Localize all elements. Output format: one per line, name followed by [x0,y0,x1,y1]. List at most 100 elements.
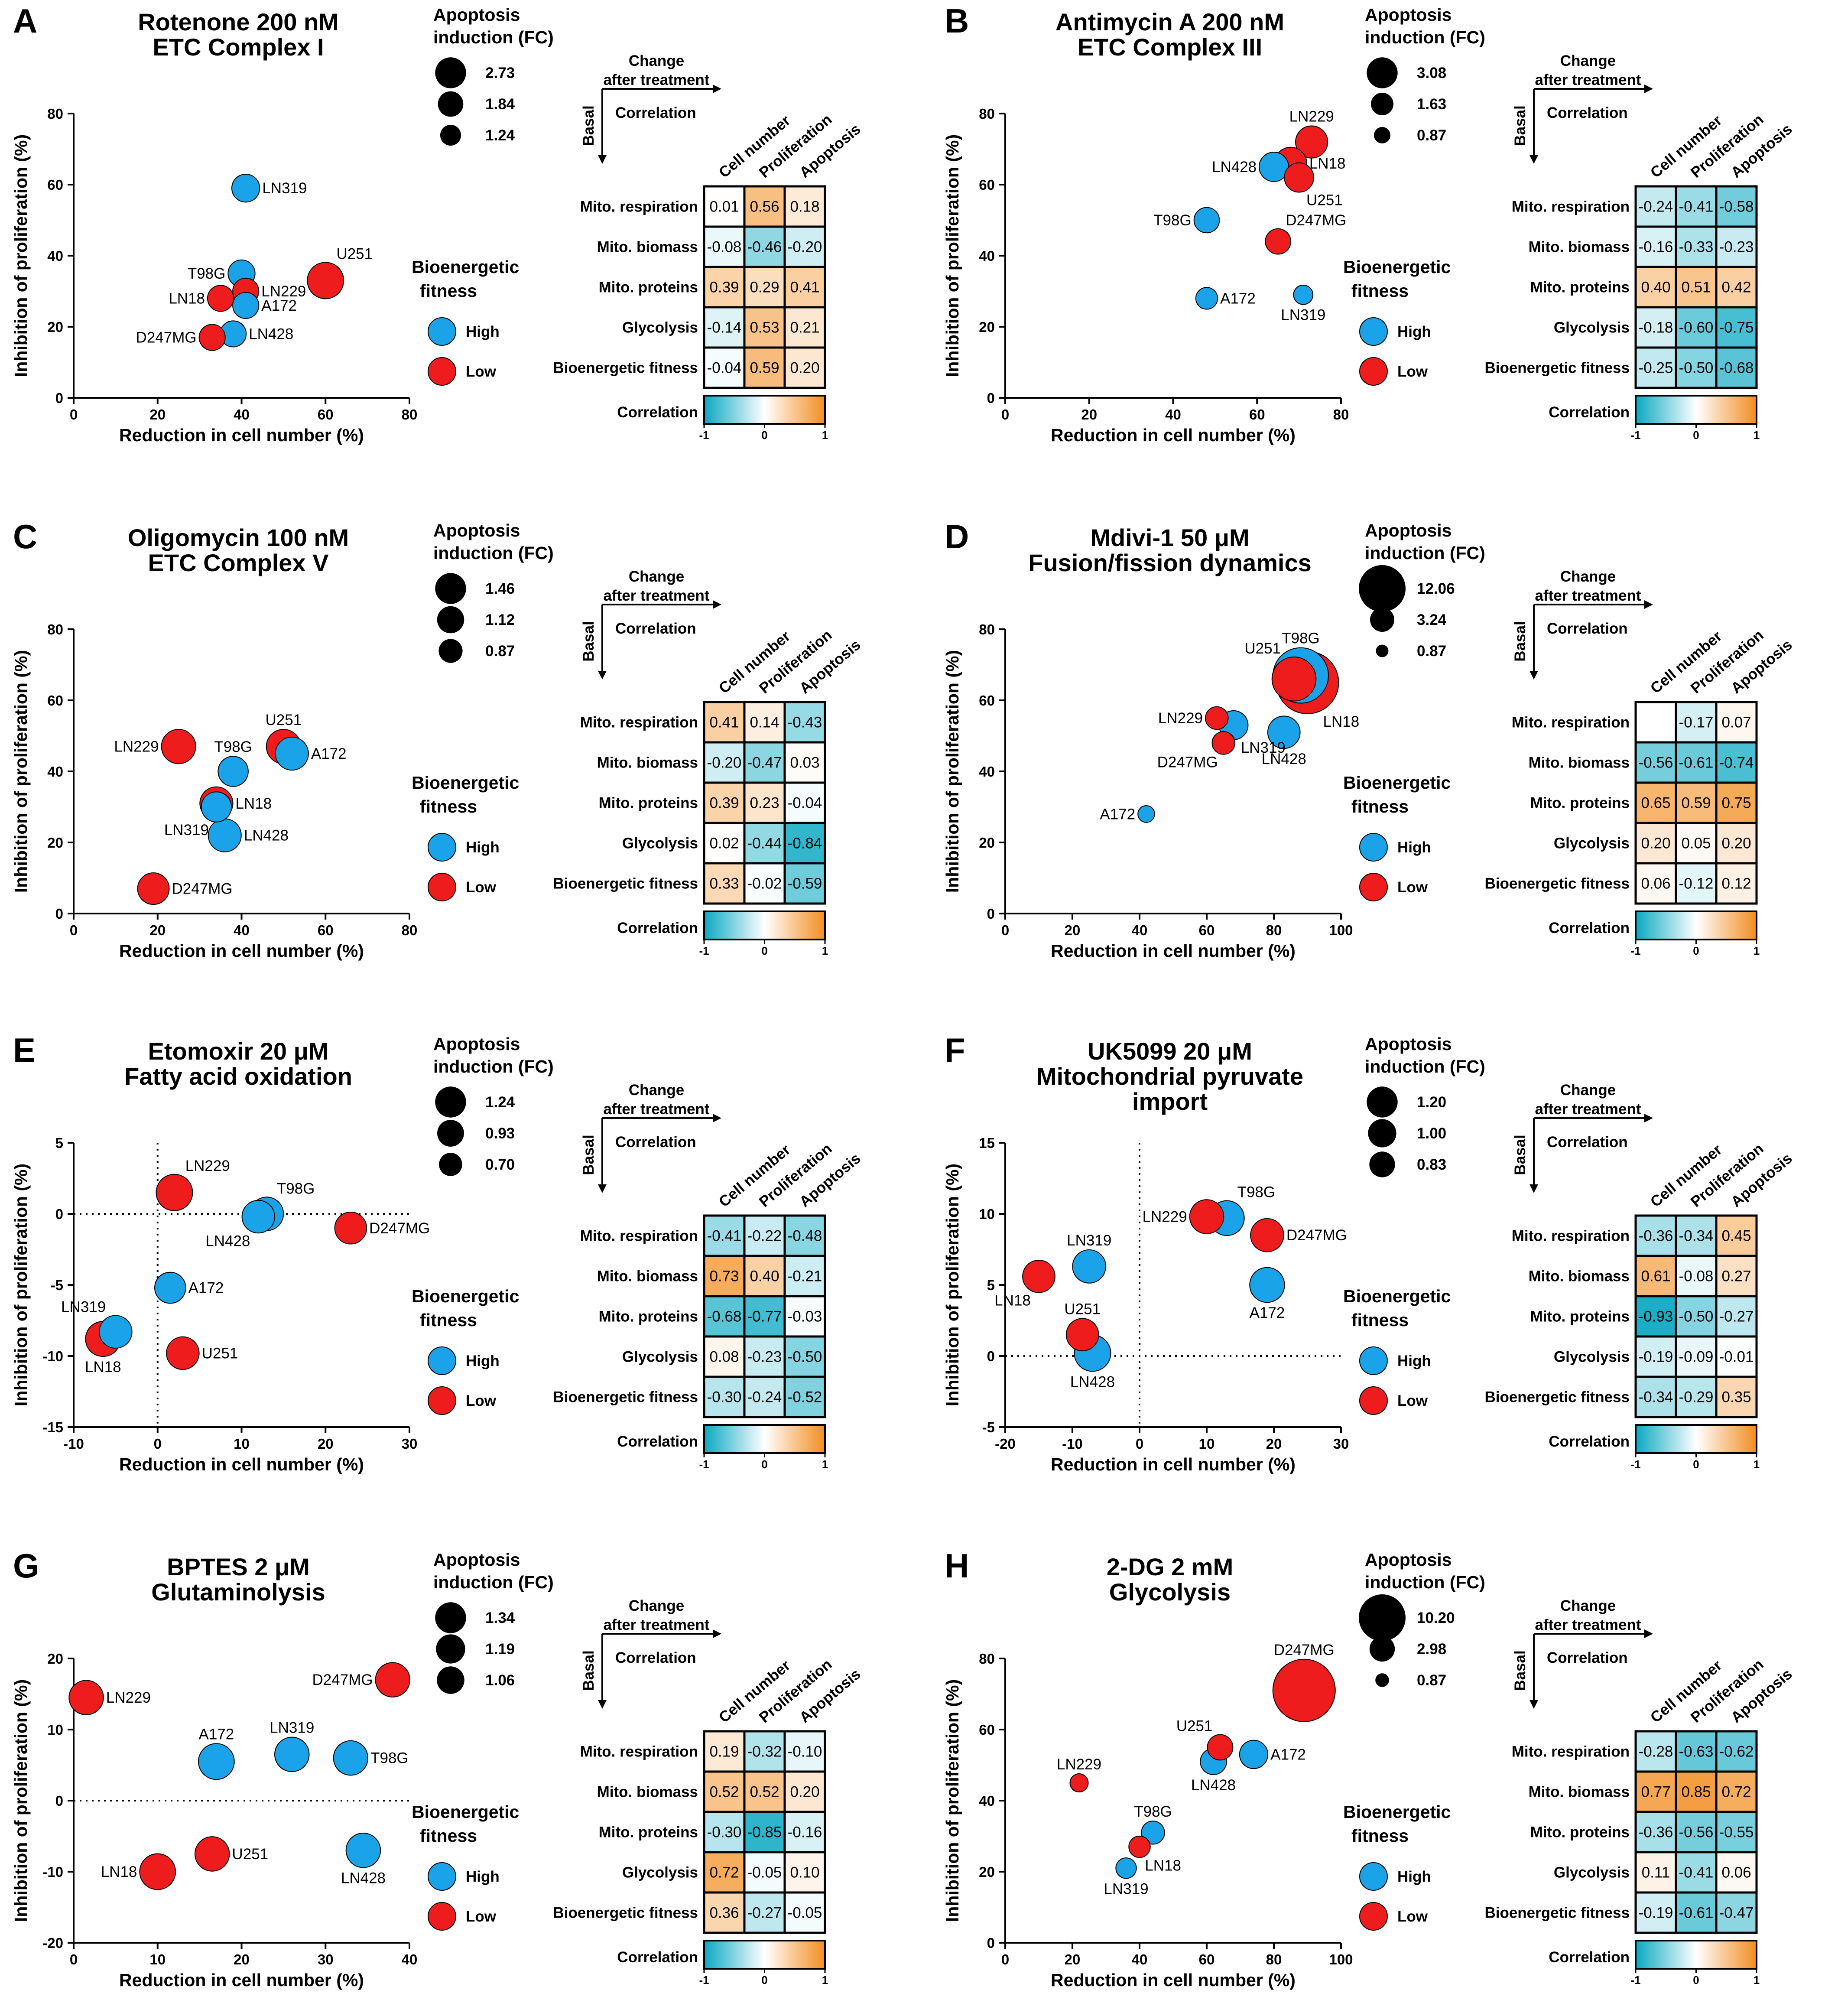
data-point-label: T98G [1237,1184,1276,1201]
data-point [231,174,260,203]
data-point-label: LN319 [1281,307,1325,324]
y-tick-label: 20 [979,835,995,851]
data-point-label: LN428 [1262,751,1306,767]
heatmap-row-label: Glycolysis [622,1349,698,1366]
data-point [1195,287,1218,310]
heatmap-cell-value: -0.02 [747,875,782,892]
heatmap-cell-value: 0.85 [1681,1784,1711,1801]
heatmap-cell-value: -0.75 [1719,319,1754,336]
heatmap-cell-value: -0.32 [747,1743,782,1760]
size-legend-marker [438,639,463,663]
data-point-label: LN18 [169,290,205,307]
fitness-legend-title: Bioenergetic [412,1286,519,1306]
data-point-label: T98G [1282,630,1320,647]
fitness-legend-low-label: Low [466,1908,497,1925]
data-point-label: LN18 [994,1292,1031,1309]
x-axis-title: Reduction in cell number (%) [1051,1454,1296,1474]
heatmap-cell-value: 0.23 [750,795,779,812]
panel-letter: C [13,517,37,556]
heatmap-cell [1634,1214,1677,1257]
heatmap-cell [783,225,826,268]
data-point-label: LN428 [1212,159,1257,176]
y-tick-label: -5 [51,1277,63,1293]
heatmap-cell-value: 0.01 [709,198,739,215]
panel-letter: F [945,1031,965,1069]
heatmap-cell-value: 0.40 [750,1268,779,1285]
data-point-label: T98G [277,1180,315,1197]
fitness-legend-low-marker [428,1902,456,1931]
data-point [232,292,260,319]
colorbar-tick-label: -1 [699,944,709,957]
heatmap-row-label: Mito. respiration [580,714,698,731]
size-legend-marker [1367,57,1398,88]
heatmap-cell-value: -0.61 [1679,1905,1714,1922]
fitness-legend-low-label: Low [1397,879,1428,896]
heatmap-cell-value: 0.35 [1721,1389,1751,1406]
heatmap-cell [783,1295,826,1338]
data-point [1293,284,1314,305]
size-legend-value: 2.98 [1417,1641,1446,1658]
size-legend-value: 0.83 [1417,1156,1446,1173]
arrow-head [598,1184,607,1193]
size-legend-title: Apoptosis [1365,520,1452,540]
heatmap-cell [1675,1295,1718,1338]
x-tick-label: 0 [1001,406,1009,423]
heatmap-cell [1675,781,1718,824]
data-point [137,872,170,905]
panel-letter: A [13,2,37,40]
data-point-label: LN428 [1070,1373,1115,1390]
data-point [1295,125,1328,159]
y-tick-label: 10 [979,1206,995,1222]
fitness-legend-high-marker [1359,1346,1388,1375]
heatmap-cell [1715,266,1758,309]
size-legend-marker [436,1634,465,1664]
heatmap-cell [743,225,786,268]
heatmap-cell-value: 0.05 [1681,835,1711,852]
arrow-head [1644,1629,1653,1638]
fitness-legend-title: Bioenergetic [412,773,519,793]
data-point-label: LN229 [1143,1209,1187,1226]
heatmap-cell-value: -0.63 [1679,1743,1714,1760]
x-tick-label: 80 [402,922,418,938]
heatmap-row-label: Mito. respiration [580,1743,698,1760]
data-point-label: T98G [214,738,252,755]
heatmap-cell-value: -0.14 [707,319,742,336]
panel-title: Fusion/fission dynamics [1028,549,1311,576]
heatmap-cell-value: -0.84 [788,835,822,852]
arrow-mid-label: Correlation [1547,620,1628,637]
x-tick-label: 100 [1329,1951,1353,1967]
heatmap-cell [1715,701,1758,744]
heatmap-cell-value: -0.59 [788,875,822,892]
panel-title: Mitochondrial pyruvate [1036,1063,1303,1090]
heatmap-cell [1675,862,1718,905]
data-point [1250,1218,1284,1252]
data-point-label: A172 [188,1280,224,1297]
size-legend-marker [1376,644,1389,657]
heatmap-cell-value: 0.20 [790,1784,819,1801]
heatmap-cell-value: -0.19 [1639,1905,1673,1922]
colorbar-tick-label: 1 [822,1458,828,1471]
arrow-mid-label: Correlation [615,1649,696,1666]
heatmap-cell [1634,1295,1677,1338]
data-point [1065,1318,1099,1352]
arrow-top-label: Change [1560,568,1616,585]
y-tick-label: 20 [47,1651,63,1667]
arrow-head [1530,671,1538,680]
heatmap-row-label: Mito. biomass [1529,1784,1630,1801]
heatmap-cell-value: 0.41 [709,714,739,731]
y-axis-title: Inhibition of proliferation (%) [942,1164,962,1406]
colorbar-tick-label: -1 [1630,1974,1640,1987]
size-legend-value: 1.20 [1417,1094,1446,1111]
data-point-label: D247MG [1157,754,1218,771]
y-axis-title: Inhibition of proliferation (%) [942,1679,962,1922]
data-point-label: U251 [1064,1301,1101,1317]
heatmap-cell [1715,1851,1758,1894]
arrow-side-label: Basal [580,1135,597,1175]
heatmap-cell-value: 0.51 [1681,279,1711,296]
fitness-legend-title: fitness [420,1826,477,1846]
heatmap-cell-value: -0.04 [788,795,822,812]
heatmap-cell-value: 0.73 [709,1268,739,1285]
